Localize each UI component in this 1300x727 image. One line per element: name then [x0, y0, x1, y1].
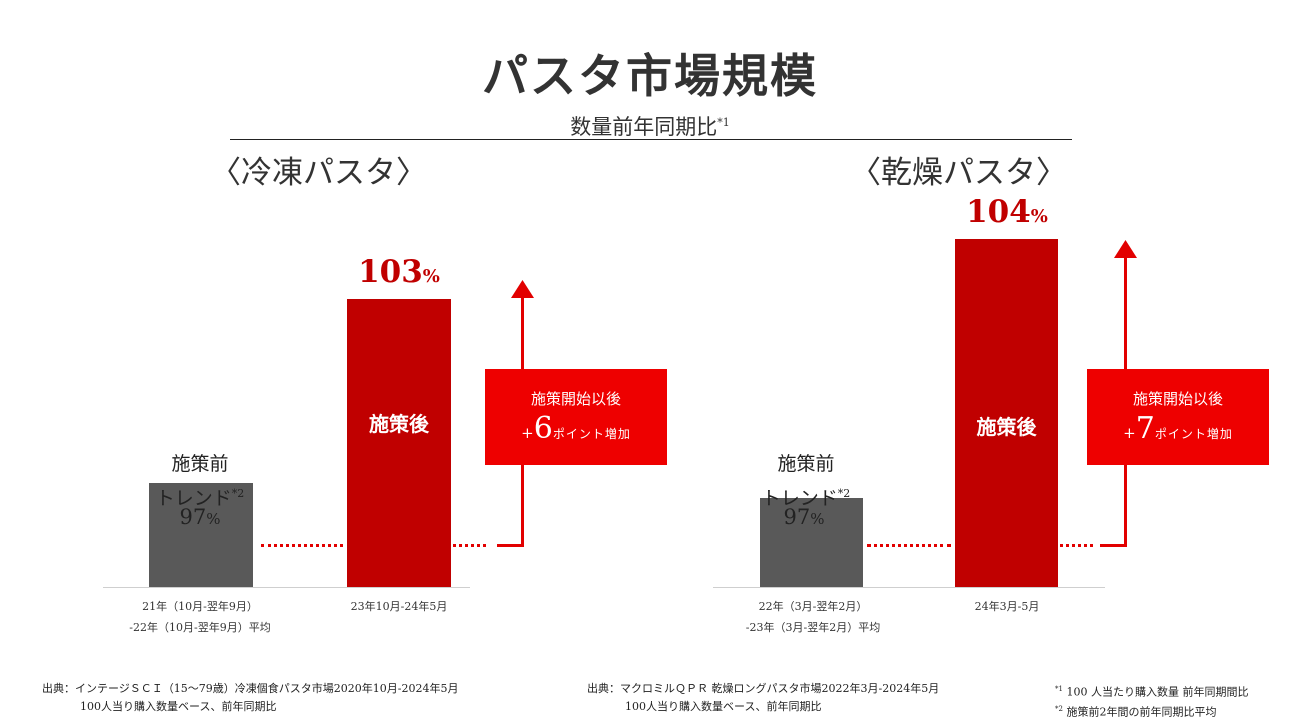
trend-dotted-line-dried-2 — [1060, 544, 1093, 547]
callout-frozen: 施策開始以後 +6ポイント増加 — [485, 369, 667, 465]
x-tick-before-dried: 22年（3月-翌年2月） -23年（3月-翌年2月）平均 — [745, 600, 881, 634]
x-tick-after-frozen: 23年10月-24年5月 — [350, 600, 448, 613]
x-tick-before-frozen: 21年（10月-翌年9月） -22年（10月-翌年9月）平均 — [129, 600, 271, 634]
arrow-connector-frozen — [497, 544, 524, 547]
value-label-after-frozen: 103% — [319, 254, 479, 290]
x-tick-after-dried: 24年3月-5月 — [974, 600, 1040, 613]
value-label-before-frozen: 97% — [120, 505, 280, 529]
before-trend-label-frozen: 施策前 トレンド*2 — [120, 449, 280, 513]
value-after-frozen: 103 — [358, 254, 423, 291]
chart-title-frozen: 〈冷凍パスタ〉 — [210, 155, 427, 191]
source-dried: 出典：マクロミルＱＰＲ 乾燥ロングパスタ市場2022年3月-2024年5月 10… — [587, 682, 940, 713]
arrow-connector-dried — [1100, 544, 1127, 547]
baseline-frozen — [103, 587, 470, 588]
arrow-up-icon — [511, 280, 534, 298]
before-note-mark-frozen: *2 — [231, 487, 245, 500]
callout-line2-frozen: +6ポイント増加 — [521, 411, 631, 446]
bar-after-dried — [955, 239, 1058, 587]
trend-dotted-line-frozen-2 — [453, 544, 486, 547]
bar-before-frozen — [149, 482, 253, 587]
before-label-line2-dried: トレンド*2 — [761, 487, 851, 510]
callout-line1-frozen: 施策開始以後 — [530, 390, 621, 408]
callout-line1-dried: 施策開始以後 — [1132, 390, 1223, 408]
bar-label-after-dried: 施策後 — [976, 415, 1037, 439]
value-label-after-dried: 104% — [927, 194, 1087, 230]
value-after-dried: 104 — [966, 194, 1031, 231]
arrow-up-icon — [1114, 240, 1137, 258]
callout-value-dried: 7 — [1135, 411, 1155, 446]
page-subtitle: 数量前年同期比*1 — [0, 111, 1300, 141]
trend-dotted-line-frozen — [261, 544, 343, 547]
callout-value-frozen: 6 — [533, 411, 553, 446]
unit-before-frozen: % — [206, 510, 221, 528]
value-before-frozen: 97 — [179, 505, 207, 529]
before-label-line2-frozen: トレンド*2 — [155, 487, 245, 510]
before-label-line1-frozen: 施策前 — [171, 453, 229, 475]
subtitle-note-mark: *1 — [717, 116, 730, 129]
bar-label-after-frozen: 施策後 — [369, 412, 429, 436]
trend-dotted-line-dried — [867, 544, 951, 547]
unit-before-dried: % — [810, 510, 825, 528]
callout-line2-dried: +7ポイント増加 — [1123, 411, 1233, 446]
value-before-dried: 97 — [783, 505, 811, 529]
before-note-mark-dried: *2 — [837, 487, 851, 500]
baseline-dried — [713, 587, 1105, 588]
chart-title-dried: 〈乾燥パスタ〉 — [850, 155, 1067, 191]
before-label-line1-dried: 施策前 — [777, 453, 835, 475]
title-divider — [230, 139, 1072, 140]
footnote-2: *2 施策前2年間の前年同期比平均 — [1055, 704, 1217, 719]
source-frozen: 出典：インテージＳＣＩ（15～79歳）冷凍個食パスタ市場2020年10月-202… — [42, 682, 459, 713]
unit-after-frozen: % — [422, 266, 440, 288]
bar-before-dried — [760, 498, 863, 587]
footnotes: *1 100 人当たり購入数量 前年同期間比 *2 施策前2年間の前年同期比平均 — [1055, 681, 1248, 720]
callout-dried: 施策開始以後 +7ポイント増加 — [1087, 369, 1269, 465]
page-title: パスタ市場規模 — [482, 49, 818, 103]
before-trend-label-dried: 施策前 トレンド*2 — [726, 449, 886, 513]
bar-after-frozen — [347, 299, 451, 587]
subtitle-text: 数量前年同期比 — [570, 115, 718, 139]
unit-after-dried: % — [1030, 206, 1048, 228]
value-label-before-dried: 97% — [724, 505, 884, 529]
footnote-1: *1 100 人当たり購入数量 前年同期間比 — [1055, 685, 1249, 699]
